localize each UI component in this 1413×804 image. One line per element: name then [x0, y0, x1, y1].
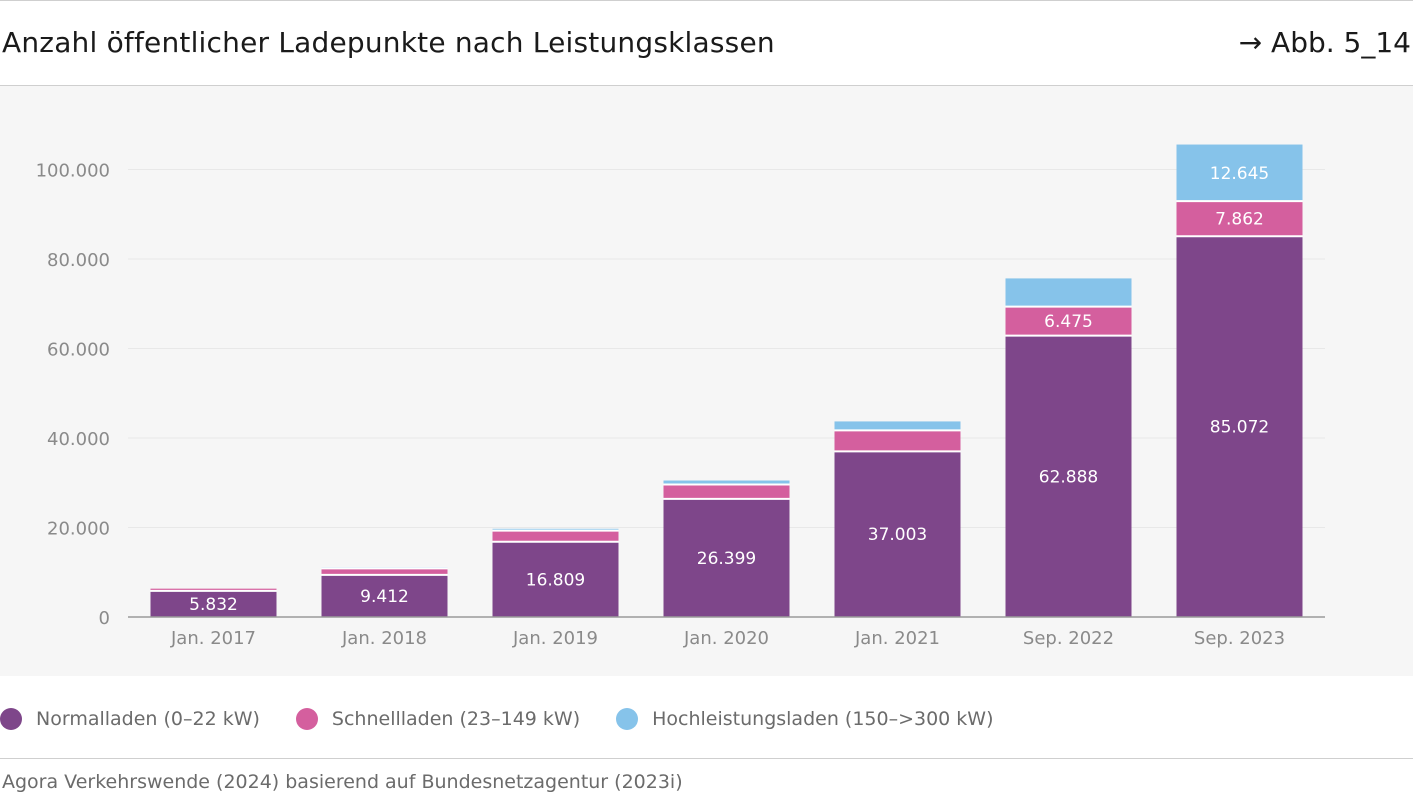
bar-segment [1176, 201, 1303, 237]
bar-segment [1176, 144, 1303, 202]
bar-segment [663, 480, 790, 485]
bar-segment [663, 484, 790, 499]
data-label: 5.832 [189, 595, 238, 615]
x-tick-label: Jan. 2018 [341, 628, 427, 649]
x-tick-label: Jan. 2017 [170, 628, 256, 649]
top-rule [0, 0, 1413, 1]
data-label: 16.809 [526, 570, 585, 590]
x-tick-label: Jan. 2020 [683, 628, 769, 649]
y-tick-label: 20.000 [47, 519, 110, 540]
data-label: 85.072 [1210, 418, 1269, 438]
y-tick-label: 0 [99, 608, 110, 629]
data-label: 12.645 [1210, 164, 1269, 184]
legend-label: Schnellladen (23–149 kW) [331, 708, 581, 730]
y-tick-label: 60.000 [47, 340, 110, 361]
bar-segment [492, 530, 619, 542]
data-label: 6.475 [1044, 312, 1093, 332]
bar-segment [321, 568, 448, 575]
y-tick-label: 40.000 [47, 429, 110, 450]
y-tick-label: 80.000 [47, 250, 110, 271]
legend-swatch [0, 708, 22, 730]
data-label: 26.399 [697, 549, 756, 569]
data-label: 37.003 [868, 525, 927, 545]
bar-segment [1005, 278, 1132, 307]
bar-segment [1005, 335, 1132, 617]
legend-swatch [295, 708, 318, 730]
bar-segment [1005, 306, 1132, 336]
legend-swatch [616, 708, 639, 730]
legend-item: Hochleistungsladen (150–>300 kW) [616, 708, 994, 730]
legend-item: Schnellladen (23–149 kW) [295, 708, 581, 730]
data-label: 9.412 [360, 587, 409, 607]
chart-legend: Normalladen (0–22 kW) Schnellladen (23–14… [0, 704, 1030, 734]
legend-label: Hochleistungsladen (150–>300 kW) [652, 708, 994, 730]
bar-segment [150, 590, 277, 617]
footer-rule [0, 758, 1413, 759]
bar-segment [834, 421, 961, 431]
bar-segment [663, 498, 790, 617]
data-label: 62.888 [1039, 467, 1098, 487]
bar-segment [834, 451, 961, 617]
figure-reference: → Abb. 5_14 [1238, 26, 1411, 59]
data-label: 7.862 [1215, 210, 1264, 230]
x-tick-label: Jan. 2019 [512, 628, 598, 649]
bar-segment [492, 541, 619, 617]
legend-item: Normalladen (0–22 kW) [0, 708, 260, 730]
x-tick-label: Sep. 2022 [1023, 628, 1114, 649]
x-tick-label: Sep. 2023 [1194, 628, 1285, 649]
source-note: Agora Verkehrswende (2024) basierend auf… [2, 771, 683, 793]
bar-segment [834, 430, 961, 452]
y-tick-label: 100.000 [36, 161, 110, 182]
chart-header: Anzahl öffentlicher Ladepunkte nach Leis… [0, 0, 1413, 86]
bar-segment [150, 588, 277, 591]
stacked-bar-chart: 0 20.000 40.000 60.000 80.000 100.000 5.832 Jan… [36, 144, 1325, 649]
legend-label: Normalladen (0–22 kW) [36, 708, 260, 730]
chart-title: Anzahl öffentlicher Ladepunkte nach Leis… [2, 26, 775, 59]
bar-segment [321, 574, 448, 617]
x-tick-label: Jan. 2021 [854, 628, 940, 649]
bar-segment [1176, 236, 1303, 617]
